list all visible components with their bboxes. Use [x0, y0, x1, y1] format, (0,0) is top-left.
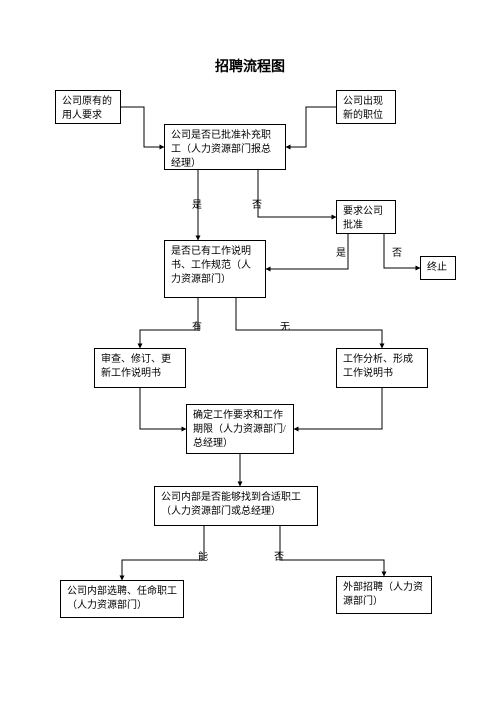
edge-label-l_have: 有 — [192, 318, 202, 333]
edge-startB_left-approve_right_mid — [286, 107, 336, 147]
edge-label-l_can: 能 — [198, 548, 208, 563]
node-review: 审查、修订、更新工作说明书 — [94, 348, 186, 388]
edge-jobdesc_bottom_none-analyze_top — [236, 298, 382, 348]
edge-approve_bottom_no-reqApp_left — [258, 170, 336, 217]
node-stop: 终止 — [420, 256, 456, 280]
edge-review_bottom-req_left — [140, 388, 186, 429]
node-external: 外部招聘（人力资源部门） — [336, 576, 432, 614]
page-title: 招聘流程图 — [0, 56, 500, 76]
node-approve: 公司是否已批准补充职工（人力资源部门报总经理） — [164, 124, 286, 170]
node-reqApp: 要求公司批准 — [336, 200, 396, 234]
node-startB: 公司出现新的职位 — [336, 90, 396, 124]
node-startA: 公司原有的用人要求 — [55, 90, 121, 124]
edge-label-l_yes1: 是 — [192, 196, 202, 211]
node-select: 公司内部选聘、任命职工（人力资源部门） — [60, 580, 184, 618]
flowchart-canvas: 招聘流程图 公司原有的用人要求 公司出现新的职位公司是否已批准补充职工（人力资源部… — [0, 0, 500, 708]
edge-startA_right-approve_left_mid — [121, 107, 164, 147]
edge-label-l_no2: 否 — [392, 244, 402, 259]
edge-label-l_no1: 否 — [252, 196, 262, 211]
edge-reqApp_bottom_no-stop_left — [384, 234, 420, 268]
node-jobdesc: 是否已有工作说明书、工作规范（人力资源部门） — [164, 240, 266, 298]
node-req: 确定工作要求和工作期限（人力资源部门/总经理） — [186, 404, 294, 454]
node-analyze: 工作分析、形成工作说明书 — [336, 348, 428, 388]
edge-label-l_cant: 否 — [274, 548, 284, 563]
edge-analyze_bottom-req_right — [294, 388, 382, 429]
edge-internal_bottom_can-select_top — [122, 526, 204, 580]
node-internal: 公司内部是否能够找到合适职工（人力资源部门或总经理） — [154, 486, 318, 526]
edge-jobdesc_bottom_have-review_top — [140, 298, 198, 348]
edge-label-l_yes2: 是 — [336, 244, 346, 259]
edge-internal_bottom_cant-external_top — [280, 526, 384, 576]
edge-label-l_none: 无 — [280, 318, 290, 333]
